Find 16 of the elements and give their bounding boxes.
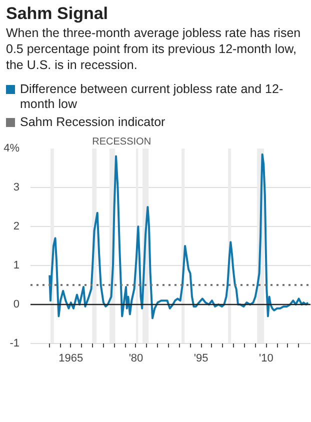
y-tick-label: 2 — [13, 220, 20, 233]
y-tick-label: 0 — [13, 298, 20, 311]
line-series — [48, 154, 309, 320]
band-label: RECESSION — [92, 136, 152, 148]
y-tick-label: 3 — [13, 182, 20, 194]
y-tick-label: 1 — [13, 260, 20, 272]
chart-title: Sahm Signal — [6, 3, 108, 25]
x-tick-label: 1965 — [58, 352, 84, 365]
y-tick-label: 4% — [4, 142, 20, 155]
y-tick-label: -1 — [10, 338, 20, 350]
x-tick-label: '80 — [128, 352, 144, 365]
x-tick-label: '10 — [259, 352, 274, 365]
x-tick-label: '95 — [194, 352, 208, 365]
legend-label: Sahm Recession indicator — [20, 115, 166, 130]
chart-subtitle: When the three-month average jobless rate has risen 0.5 percentage point from its previous 12-month low, the U.S. is in recession. — [6, 26, 302, 74]
legend-label: Difference between current jobless rate and 12-month low — [20, 82, 284, 112]
